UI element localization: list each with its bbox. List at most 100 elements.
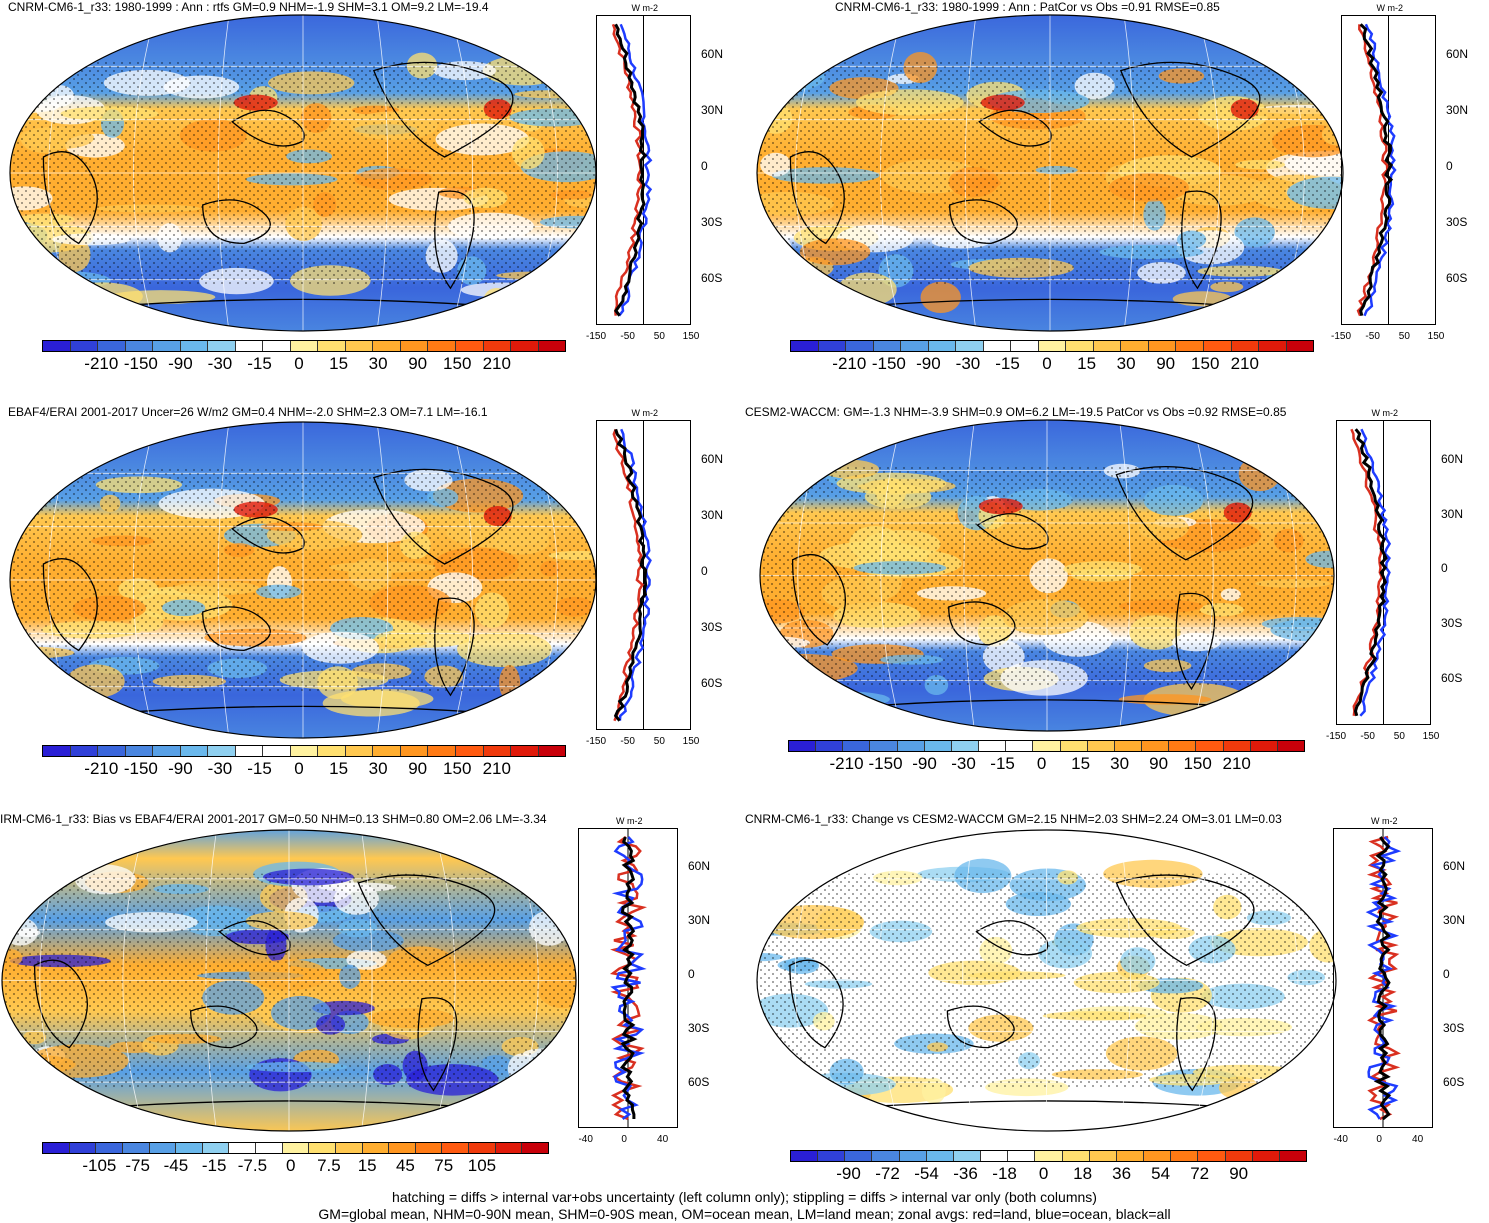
zonal-x-tick-label: -40 [578,1134,593,1145]
colorbar-swatch [70,341,99,351]
colorbar-swatch [70,746,99,756]
zonal-x-tick-label: 40 [1412,1134,1424,1145]
colorbar-swatch [98,341,126,351]
colorbar-tick: 210 [1222,754,1251,773]
colorbar-tick: 30 [368,354,388,373]
latitude-tick-label: 60N [688,859,711,873]
colorbar-swatch [1198,1151,1226,1161]
colorbar-swatch [1277,741,1304,751]
colorbar-swatch [538,746,566,756]
zonal-x-tick-label: -150 [585,736,607,747]
colorbar [790,340,1314,352]
zonal-x-tick-label: 150 [682,331,700,342]
colorbar-swatch [870,741,898,751]
colorbar-tick: -210 [84,354,119,373]
colorbar-swatch [400,746,429,756]
colorbar-swatch [483,341,512,351]
colorbar-tick: -45 [163,1156,189,1175]
panel-title: IRM-CM6-1_r33: Bias vs EBAF4/ERAI 2001-2… [0,812,547,826]
zonal-unit-label: W m-2 [631,3,659,13]
colorbar-swatch [208,341,236,351]
colorbar-swatch [1114,741,1143,751]
colorbar-tick: -150 [868,754,903,773]
colorbar-swatch [495,1143,523,1153]
colorbar-swatch [1038,341,1067,351]
colorbar-swatch [956,341,984,351]
colorbar-swatch [263,746,291,756]
colorbar-tick: 36 [1112,1164,1132,1183]
colorbar-tick: -150 [123,759,158,778]
colorbar-swatch [180,746,209,756]
global-map [759,419,1335,732]
colorbar-tick: 15 [329,354,349,373]
colorbar-tick: 30 [368,759,388,778]
colorbar-swatch [202,1143,230,1153]
global-map [9,14,597,332]
colorbar-swatch [1066,341,1094,351]
colorbar-tick: 210 [482,354,511,373]
global-map [1,829,577,1132]
colorbar-swatch [153,341,181,351]
zonal-x-tick-label: 0 [621,1134,627,1145]
colorbar-tick: -90 [168,759,193,778]
colorbar-swatch [1144,1151,1172,1161]
colorbar-swatch [816,741,844,751]
colorbar-swatch [1252,1151,1280,1161]
colorbar-swatch [98,746,126,756]
colorbar-swatch [789,741,817,751]
latitude-tick-label: 30N [701,508,724,523]
colorbar-tick: 90 [1229,1164,1249,1183]
colorbar-tick: -15 [995,354,1020,373]
colorbar-tick: -150 [871,354,906,373]
latitude-tick-label: 60S [1446,270,1468,285]
colorbar-swatch [1250,741,1278,751]
zonal-average-plot [1333,828,1433,1133]
global-map [756,829,1337,1132]
colorbar-tick: 90 [408,354,428,373]
latitude-tick-label: 60N [1446,47,1469,62]
zonal-x-tick-label: 150 [1422,731,1440,742]
colorbar-swatch [818,341,847,351]
colorbar-swatch [455,341,484,351]
footer-note: hatching = diffs > internal var+obs unce… [0,1189,1489,1223]
colorbar-swatch [873,341,902,351]
latitude-tick-label: 60S [1441,671,1463,686]
colorbar-swatch [511,746,539,756]
panel-title: CESM2-WACCM: GM=-1.3 NHM=-3.9 SHM=0.9 OM… [745,405,1287,419]
colorbar-swatch [1259,341,1287,351]
footer-line-1: hatching = diffs > internal var+obs unce… [392,1189,1097,1205]
colorbar-swatch [843,741,871,751]
colorbar-swatch [455,746,484,756]
colorbar-swatch [256,1143,283,1153]
colorbar-tick: -90 [916,354,941,373]
colorbar-tick: -210 [84,759,119,778]
zonal-x-tick-label: -40 [1333,1134,1348,1145]
zonal-x-tick-label: -150 [585,331,607,342]
colorbar-swatch [1223,741,1251,751]
zonal-unit-label: W m-2 [1376,3,1404,13]
colorbar-swatch [428,746,456,756]
colorbar-swatch [1142,741,1170,751]
latitude-tick-label: 30N [1443,913,1466,927]
zonal-average-plot [1336,420,1431,730]
zonal-x-tick-label: -50 [1360,731,1375,742]
colorbar-swatch [1286,341,1314,351]
colorbar-tick: 15 [329,759,349,778]
latitude-tick-label: 30S [1446,214,1468,229]
latitude-tick-label: 60N [1443,859,1466,873]
colorbar-swatch [791,1151,819,1161]
colorbar-tick: 210 [1230,354,1259,373]
zonal-average-plot [596,15,691,330]
colorbar-tick: -72 [875,1164,900,1183]
colorbar-tick: -105 [82,1156,117,1175]
colorbar-swatch [345,341,374,351]
colorbar-swatch [846,341,874,351]
colorbar-swatch [1196,741,1224,751]
zonal-average-plot [1341,15,1436,330]
zonal-unit-label: W m-2 [1371,408,1399,418]
latitude-tick-label: 60S [688,1075,710,1089]
colorbar-swatch [928,341,957,351]
colorbar-tick: -30 [207,759,233,778]
colorbar-tick: -150 [123,354,158,373]
colorbar-swatch [43,746,71,756]
